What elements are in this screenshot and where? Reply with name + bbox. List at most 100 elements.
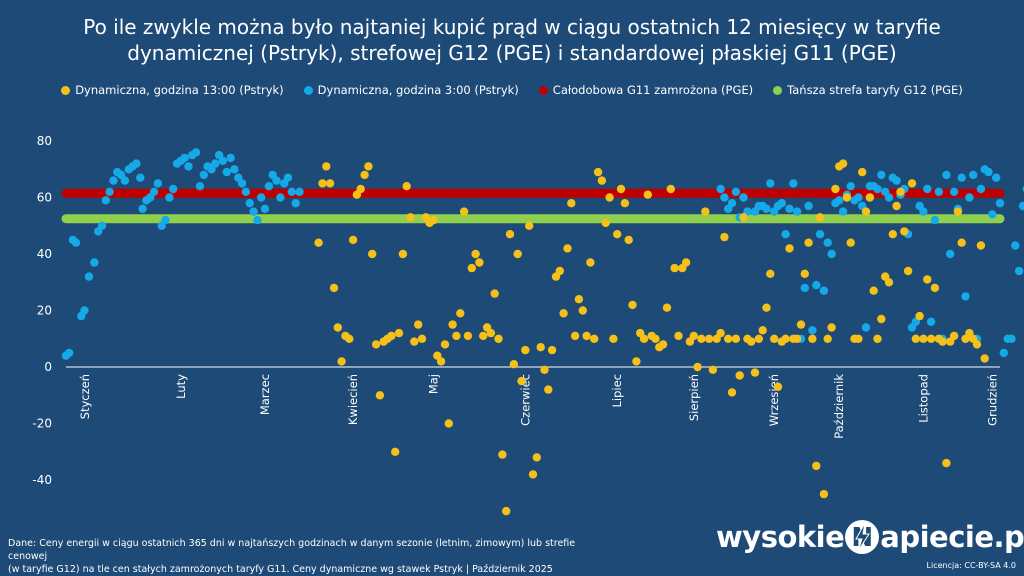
point-1pm: [609, 334, 618, 343]
point-1pm: [444, 419, 453, 428]
point-1pm: [601, 218, 610, 228]
point-3am: [965, 193, 974, 202]
point-1pm: [724, 334, 733, 343]
point-1pm: [804, 238, 813, 247]
point-3am: [80, 306, 89, 315]
point-3am: [926, 317, 936, 326]
point-1pm: [942, 458, 951, 468]
x-tick-label: Czerwiec: [518, 374, 532, 426]
point-1pm: [402, 182, 411, 191]
source-note-line2: (w taryfie G12) na tle cen stałych zamro…: [8, 564, 553, 575]
point-1pm: [586, 258, 595, 267]
point-3am: [992, 173, 1001, 182]
point-3am: [819, 286, 829, 295]
x-tick-label: Styczeń: [78, 374, 92, 419]
point-1pm: [823, 334, 832, 343]
point-3am: [226, 153, 235, 163]
point-3am: [969, 170, 978, 180]
point-1pm: [923, 275, 932, 284]
point-1pm: [479, 331, 488, 341]
point-1pm: [716, 328, 725, 338]
point-3am: [132, 159, 141, 168]
chart-title-line2: dynamicznej (Pstryk), strefowej G12 (PGE…: [127, 41, 897, 65]
legend-marker-g11: [538, 85, 548, 95]
point-3am: [291, 199, 300, 208]
point-3am: [984, 167, 993, 177]
point-1pm: [796, 320, 806, 329]
point-1pm: [532, 453, 541, 462]
point-3am: [792, 207, 802, 216]
point-1pm: [547, 345, 557, 355]
point-1pm: [368, 249, 377, 259]
point-1pm: [949, 331, 959, 341]
point-1pm: [318, 179, 327, 188]
point-3am: [892, 176, 901, 185]
point-1pm: [643, 190, 652, 199]
point-3am: [942, 170, 951, 180]
point-1pm: [570, 331, 580, 341]
point-1pm: [540, 365, 549, 374]
y-tick-label: 0: [44, 360, 52, 374]
point-1pm: [846, 238, 855, 247]
point-1pm: [865, 193, 875, 202]
point-3am: [720, 193, 729, 202]
point-1pm: [616, 184, 626, 194]
point-3am: [957, 173, 966, 182]
x-tick-label: Lipiec: [610, 374, 624, 408]
point-1pm: [429, 215, 438, 225]
point-3am: [727, 199, 737, 208]
point-3am: [812, 280, 821, 290]
point-1pm: [597, 176, 607, 185]
point-3am: [101, 196, 111, 205]
point-3am: [245, 199, 254, 208]
point-1pm: [371, 340, 381, 349]
point-1pm: [808, 334, 817, 343]
legend-marker-g12: [773, 85, 783, 95]
source-note-line1: Dane: Ceny energii w ciągu ostatnich 365…: [8, 538, 576, 562]
point-1pm: [628, 300, 637, 310]
point-1pm: [555, 266, 564, 276]
logo-text-2: apiecie.pl: [880, 520, 1024, 554]
point-1pm: [360, 170, 369, 180]
point-1pm: [398, 249, 408, 259]
point-1pm: [456, 309, 465, 318]
point-3am: [946, 249, 955, 259]
point-1pm: [697, 334, 706, 343]
point-1pm: [888, 230, 897, 239]
point-1pm: [417, 334, 427, 343]
point-1pm: [666, 184, 675, 194]
point-1pm: [459, 207, 469, 216]
point-3am: [165, 193, 174, 202]
point-1pm: [972, 340, 982, 349]
point-3am: [873, 184, 882, 194]
point-3am: [149, 187, 159, 196]
point-1pm: [314, 238, 323, 247]
point-1pm: [900, 227, 909, 236]
point-1pm: [670, 263, 679, 273]
point-3am: [777, 199, 786, 208]
point-1pm: [505, 230, 515, 239]
point-1pm: [815, 213, 825, 222]
point-1pm: [858, 167, 867, 177]
point-1pm: [387, 331, 396, 341]
point-3am: [930, 215, 940, 225]
point-1pm: [877, 314, 886, 324]
point-1pm: [502, 506, 511, 516]
point-3am: [249, 207, 258, 216]
legend-label-13: Dynamiczna, godzina 13:00 (Pstryk): [75, 83, 284, 97]
point-3am: [1014, 266, 1024, 276]
point-1pm: [632, 357, 641, 366]
point-1pm: [345, 334, 354, 343]
point-1pm: [559, 309, 568, 318]
chart-title: Po ile zwykle można było najtaniej kupić…: [0, 14, 1024, 66]
point-1pm: [394, 328, 404, 338]
point-1pm: [747, 337, 756, 346]
point-1pm: [911, 334, 920, 343]
point-3am: [988, 210, 997, 219]
point-1pm: [521, 345, 530, 355]
point-3am: [781, 230, 790, 239]
point-3am: [218, 156, 228, 165]
x-tick-label: Październik: [832, 374, 846, 439]
point-3am: [109, 176, 118, 185]
